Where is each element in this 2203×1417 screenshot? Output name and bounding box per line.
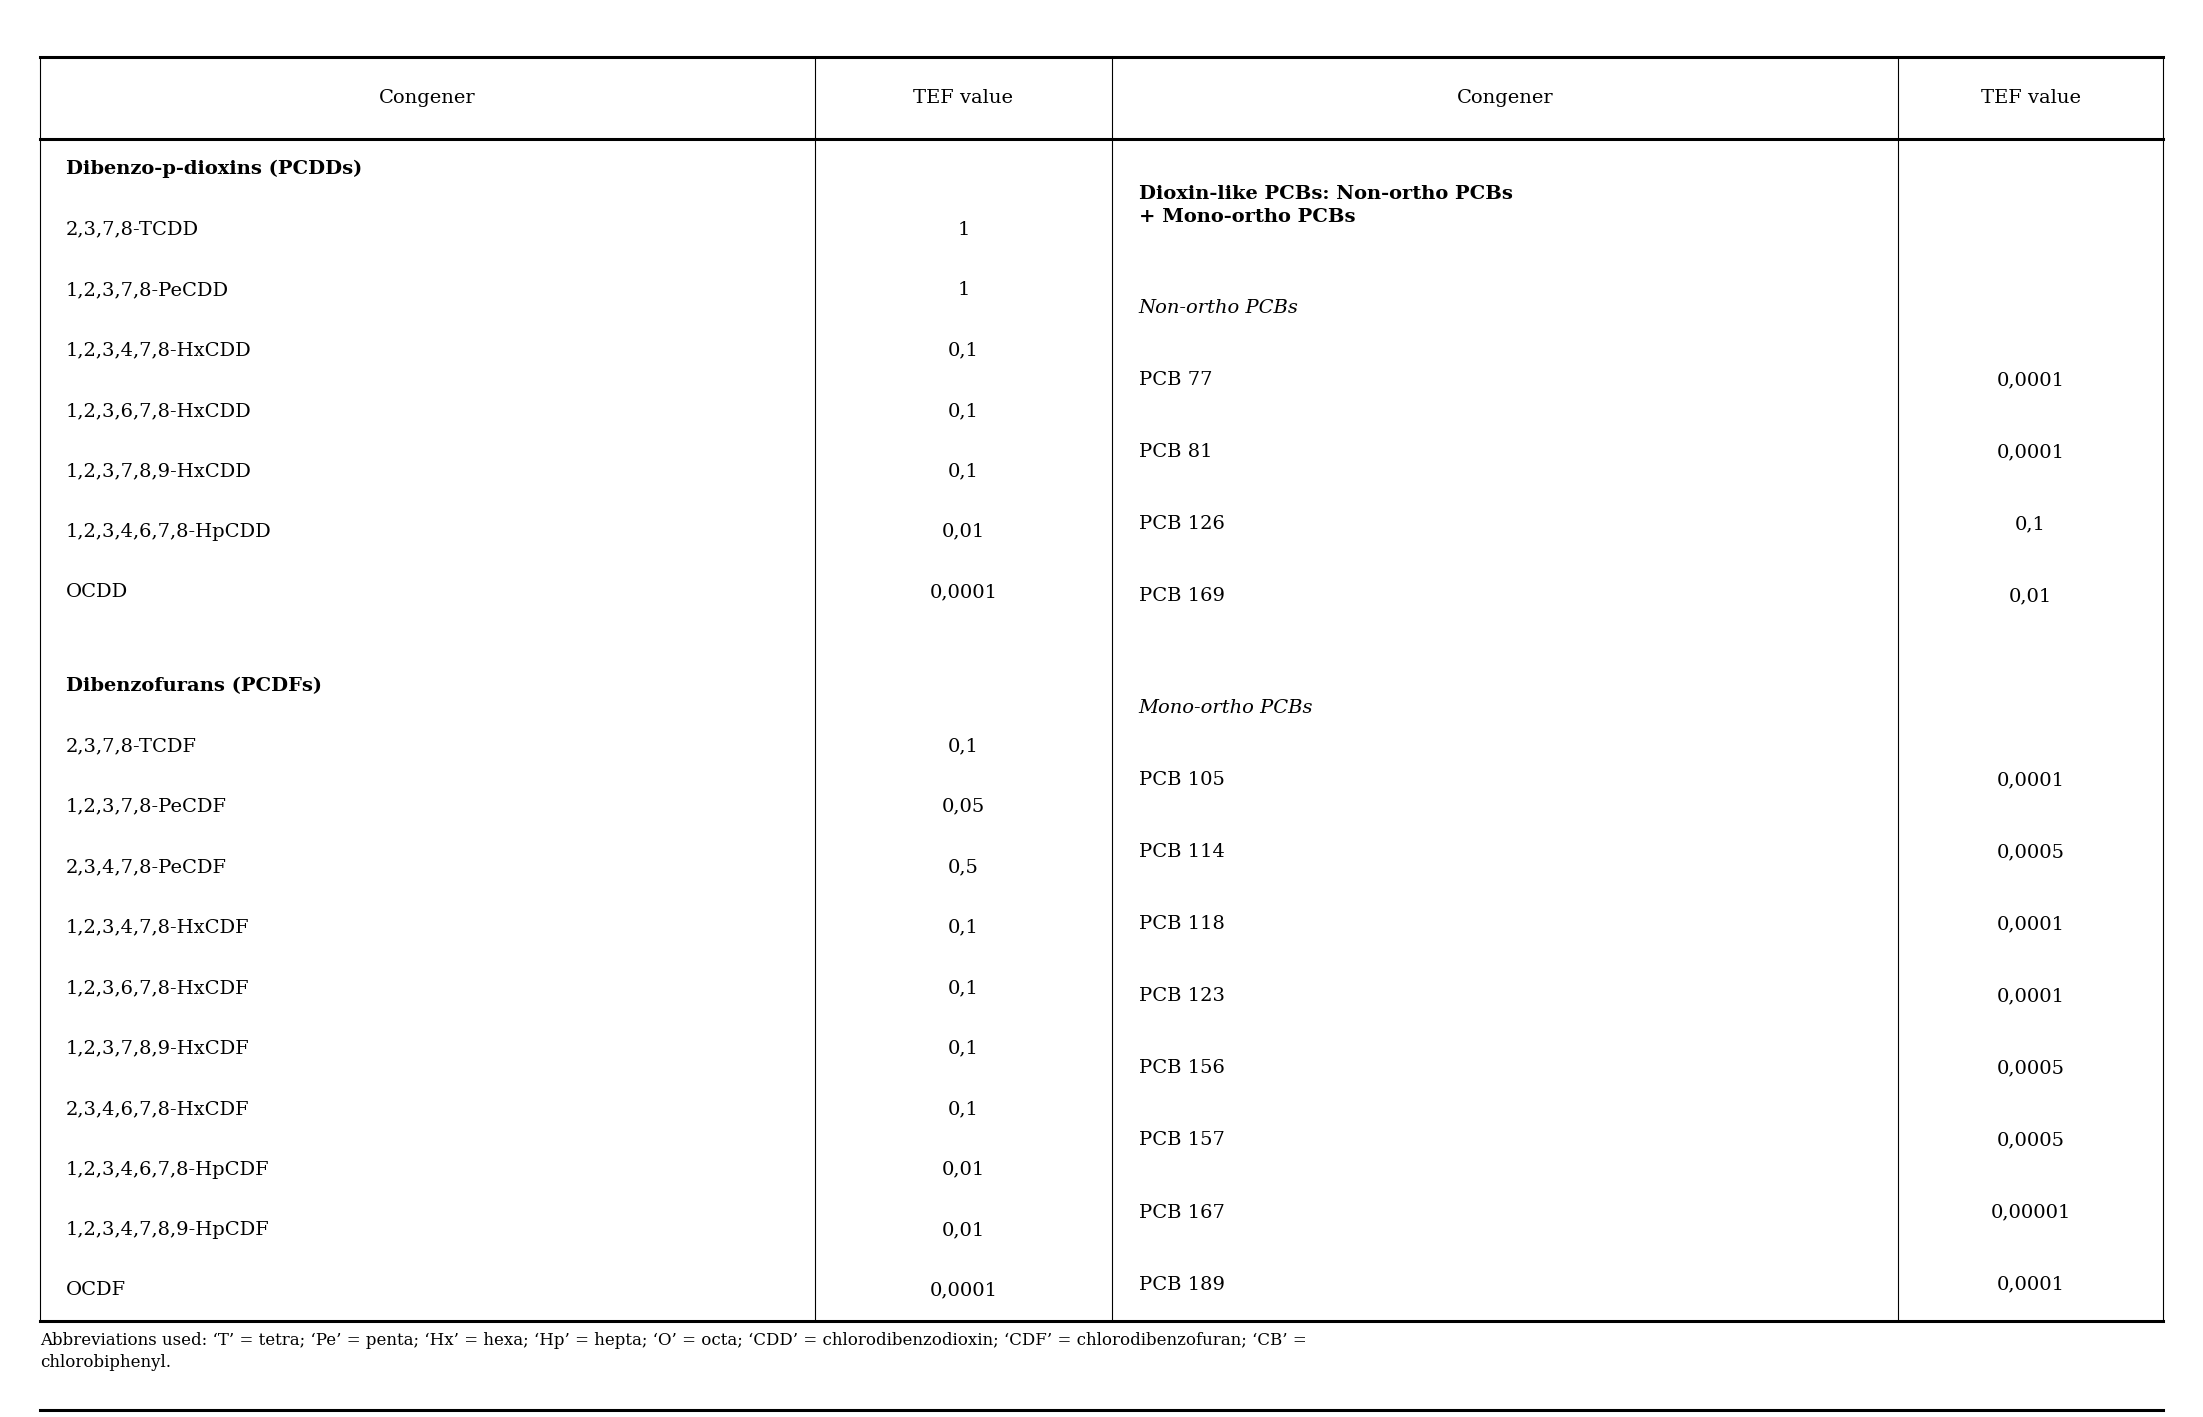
Text: PCB 126: PCB 126 [1139,516,1225,533]
Text: 1,2,3,7,8-PeCDF: 1,2,3,7,8-PeCDF [66,798,227,816]
Text: 0,01: 0,01 [943,523,985,541]
Text: PCB 77: PCB 77 [1139,371,1212,390]
Text: PCB 156: PCB 156 [1139,1060,1225,1077]
Text: 1,2,3,4,6,7,8-HpCDD: 1,2,3,4,6,7,8-HpCDD [66,523,271,541]
Text: 2,3,4,6,7,8-HxCDF: 2,3,4,6,7,8-HxCDF [66,1100,249,1118]
Text: PCB 81: PCB 81 [1139,444,1212,462]
Text: 0,1: 0,1 [947,1040,978,1057]
Text: TEF value: TEF value [914,89,1013,106]
Text: 0,0001: 0,0001 [1996,1275,2064,1294]
Text: Congener: Congener [379,89,476,106]
Text: 0,00001: 0,00001 [1992,1203,2071,1221]
Text: OCDF: OCDF [66,1281,126,1299]
Text: 0,01: 0,01 [943,1221,985,1238]
Text: PCB 189: PCB 189 [1139,1275,1225,1294]
Text: 1,2,3,4,6,7,8-HpCDF: 1,2,3,4,6,7,8-HpCDF [66,1161,269,1179]
Text: 0,1: 0,1 [947,979,978,998]
Text: 0,0005: 0,0005 [1996,1132,2064,1149]
Text: PCB 123: PCB 123 [1139,988,1225,1006]
Text: 0,1: 0,1 [2016,516,2047,533]
Text: 0,0001: 0,0001 [930,584,998,601]
Text: 0,0005: 0,0005 [1996,843,2064,862]
Text: 0,0001: 0,0001 [930,1281,998,1299]
Text: 1,2,3,7,8,9-HxCDF: 1,2,3,7,8,9-HxCDF [66,1040,249,1057]
Text: 2,3,7,8-TCDF: 2,3,7,8-TCDF [66,737,196,755]
Text: Dibenzo-p-dioxins (PCDDs): Dibenzo-p-dioxins (PCDDs) [66,160,361,179]
Text: 1,2,3,4,7,8,9-HpCDF: 1,2,3,4,7,8,9-HpCDF [66,1221,269,1238]
Text: Non-ortho PCBs: Non-ortho PCBs [1139,299,1298,317]
Text: 0,5: 0,5 [947,859,978,876]
Text: 2,3,4,7,8-PeCDF: 2,3,4,7,8-PeCDF [66,859,227,876]
Text: PCB 118: PCB 118 [1139,915,1225,934]
Text: 0,0001: 0,0001 [1996,988,2064,1006]
Text: 1,2,3,6,7,8-HxCDF: 1,2,3,6,7,8-HxCDF [66,979,249,998]
Text: Mono-ortho PCBs: Mono-ortho PCBs [1139,699,1313,717]
Text: 2,3,7,8-TCDD: 2,3,7,8-TCDD [66,221,198,238]
Text: Dibenzofurans (PCDFs): Dibenzofurans (PCDFs) [66,677,322,694]
Text: 0,01: 0,01 [943,1161,985,1179]
Text: 1: 1 [958,281,969,299]
Text: 0,0001: 0,0001 [1996,444,2064,462]
Text: PCB 105: PCB 105 [1139,771,1225,789]
Text: 0,05: 0,05 [943,798,985,816]
Text: 0,1: 0,1 [947,462,978,480]
Text: 1,2,3,4,7,8-HxCDD: 1,2,3,4,7,8-HxCDD [66,341,251,360]
Text: OCDD: OCDD [66,584,128,601]
Text: 0,0001: 0,0001 [1996,371,2064,390]
Text: Congener: Congener [1456,89,1553,106]
Text: PCB 157: PCB 157 [1139,1132,1225,1149]
Text: PCB 114: PCB 114 [1139,843,1225,862]
Text: 0,1: 0,1 [947,402,978,419]
Text: 0,1: 0,1 [947,918,978,937]
Text: 1,2,3,7,8-PeCDD: 1,2,3,7,8-PeCDD [66,281,229,299]
Text: PCB 167: PCB 167 [1139,1203,1225,1221]
Text: 1,2,3,4,7,8-HxCDF: 1,2,3,4,7,8-HxCDF [66,918,249,937]
Text: 0,0005: 0,0005 [1996,1060,2064,1077]
Text: 0,0001: 0,0001 [1996,771,2064,789]
Text: TEF value: TEF value [1980,89,2080,106]
Text: 0,0001: 0,0001 [1996,915,2064,934]
Text: 0,1: 0,1 [947,737,978,755]
Text: 0,1: 0,1 [947,1100,978,1118]
Text: Abbreviations used: ‘T’ = tetra; ‘Pe’ = penta; ‘Hx’ = hexa; ‘Hp’ = hepta; ‘O’ = : Abbreviations used: ‘T’ = tetra; ‘Pe’ = … [40,1332,1306,1372]
Text: 0,01: 0,01 [2009,588,2053,605]
Text: PCB 169: PCB 169 [1139,588,1225,605]
Text: Dioxin-like PCBs: Non-ortho PCBs
+ Mono-ortho PCBs: Dioxin-like PCBs: Non-ortho PCBs + Mono-… [1139,186,1513,225]
Text: 1: 1 [958,221,969,238]
Text: 0,1: 0,1 [947,341,978,360]
Text: 1,2,3,7,8,9-HxCDD: 1,2,3,7,8,9-HxCDD [66,462,251,480]
Text: 1,2,3,6,7,8-HxCDD: 1,2,3,6,7,8-HxCDD [66,402,251,419]
